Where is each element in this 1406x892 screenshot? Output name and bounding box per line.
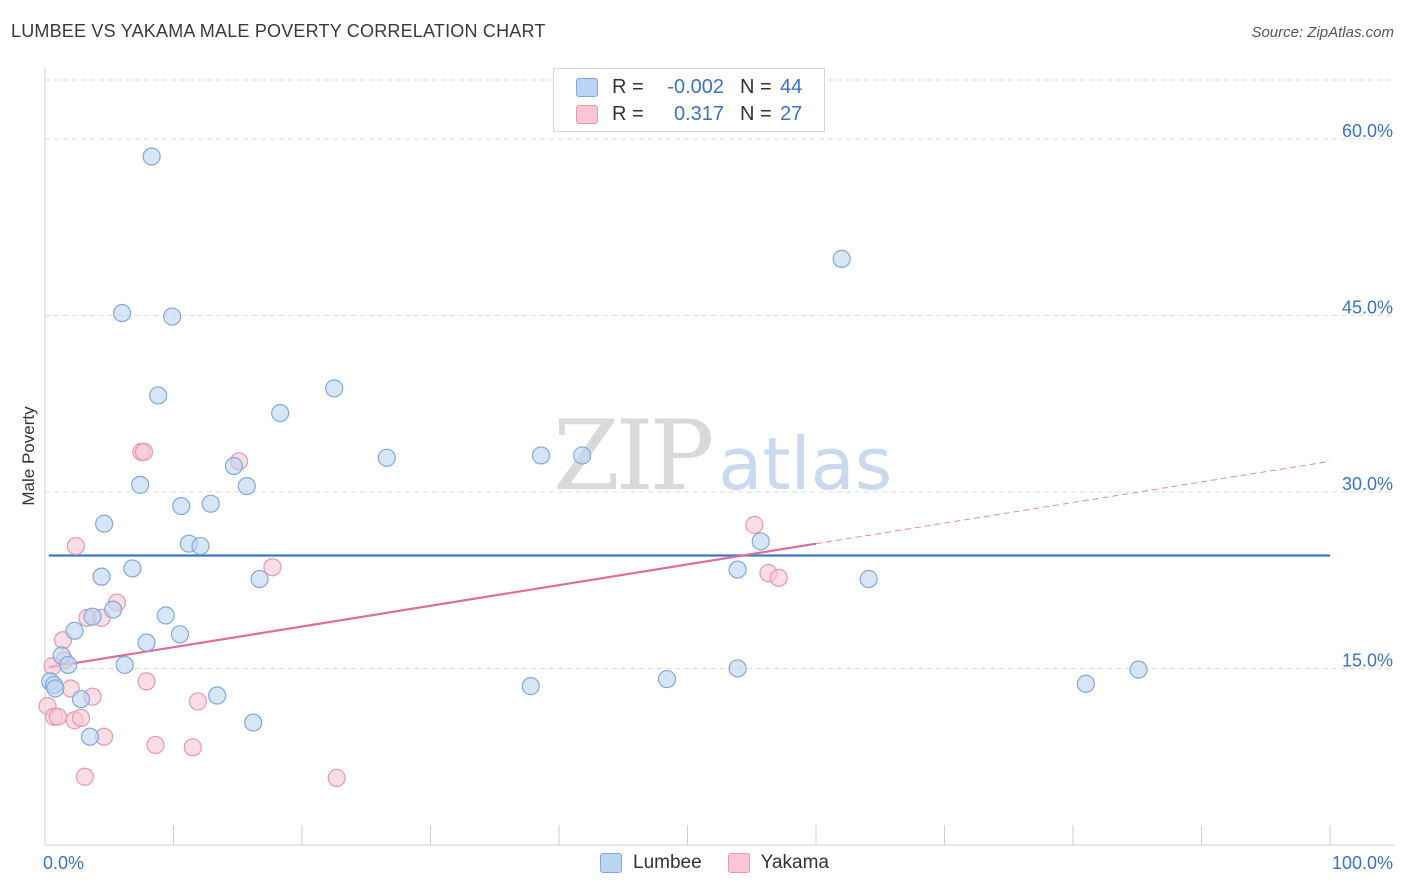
x-tick-label: 0.0% — [43, 853, 84, 873]
y-tick-label: 15.0% — [1342, 650, 1393, 670]
lumbee-point — [115, 655, 134, 675]
yakama-trend-line — [48, 542, 817, 669]
n-label: N = — [740, 75, 772, 98]
legend-item-yakama[interactable]: Yakama — [727, 852, 829, 874]
trend-lines — [48, 460, 1331, 669]
lumbee-point — [172, 496, 191, 516]
lumbee-point — [170, 625, 190, 644]
yakama-point — [183, 738, 202, 757]
y-axis-label: Male Poverty — [19, 406, 38, 506]
lumbee-point — [130, 475, 150, 494]
yakama-point — [769, 568, 788, 587]
tick-labels: 15.0% 30.0% 45.0% 60.0% 0.0% 100.0% — [43, 121, 1393, 873]
lumbee-point — [92, 567, 111, 586]
y-tick-label: 30.0% — [1342, 474, 1393, 494]
lumbee-point — [832, 249, 851, 268]
lumbee-point — [46, 679, 65, 698]
data-points — [38, 147, 1148, 788]
lumbee-point — [156, 606, 175, 625]
yakama-point — [146, 735, 165, 755]
r-label: R = — [612, 102, 644, 125]
lumbee-point — [250, 569, 269, 589]
lumbee-point — [1076, 674, 1095, 693]
lumbee-point — [123, 559, 142, 578]
yakama-point — [71, 708, 91, 727]
lumbee-point — [244, 713, 263, 732]
lumbee-point — [95, 514, 114, 533]
yakama-point — [188, 692, 208, 711]
lumbee-point — [573, 446, 592, 465]
n-label: N = — [740, 102, 772, 125]
source-label: Source: ZipAtlas.com — [1251, 24, 1394, 41]
lumbee-point — [237, 476, 256, 496]
r-value: -0.002 — [667, 75, 724, 98]
yakama-trend-extension — [815, 460, 1331, 545]
yakama-point — [48, 707, 67, 726]
lumbee-point — [377, 448, 396, 467]
yakama-point — [66, 536, 85, 556]
lumbee-point — [728, 659, 747, 678]
lumbee-point — [531, 446, 551, 465]
lumbee-point — [1129, 660, 1148, 679]
lumbee-point — [859, 569, 878, 589]
yakama-point — [75, 767, 94, 786]
lumbee-point — [80, 727, 100, 746]
lumbee-point — [208, 686, 227, 705]
lumbee-point — [751, 532, 770, 551]
yakama-point — [134, 442, 154, 462]
lumbee-point — [163, 307, 182, 326]
lumbee-point — [83, 607, 102, 626]
lumbee-point — [65, 621, 84, 640]
lumbee-point — [521, 677, 540, 696]
legend-label-lumbee: Lumbee — [633, 852, 702, 873]
chart-title: LUMBEE VS YAKAMA MALE POVERTY CORRELATIO… — [11, 21, 546, 41]
r-label: R = — [612, 75, 644, 98]
lumbee-point — [191, 536, 210, 556]
lumbee-legend-swatch — [600, 853, 622, 873]
yakama-point — [327, 768, 346, 788]
yakama-point — [137, 672, 156, 691]
lumbee-point — [137, 633, 156, 652]
legend-label-yakama: Yakama — [760, 852, 829, 873]
lumbee-point — [224, 456, 243, 476]
grid-lines — [45, 79, 1395, 669]
lumbee-point — [657, 669, 677, 689]
yakama-legend-swatch — [727, 853, 750, 873]
lumbee-point — [112, 303, 132, 323]
x-tick-label: 100.0% — [1332, 853, 1393, 873]
stats-legend: R = -0.002 N = 44 R = 0.317 N = 27 — [553, 68, 825, 132]
lumbee-point — [201, 494, 220, 513]
n-value: 44 — [780, 75, 803, 98]
lumbee-swatch — [576, 77, 598, 97]
r-value: 0.317 — [673, 102, 724, 125]
lumbee-point — [104, 600, 123, 619]
yakama-point — [263, 558, 282, 577]
lumbee-point — [325, 379, 344, 398]
lumbee-point — [59, 655, 78, 675]
legend-item-lumbee[interactable]: Lumbee — [600, 852, 702, 874]
stats-row-lumbee: R = -0.002 N = 44 — [576, 74, 802, 100]
yakama-point — [745, 515, 764, 534]
lumbee-point — [271, 403, 290, 423]
lumbee-point — [728, 560, 747, 579]
series-legend: Lumbee Yakama — [600, 852, 855, 874]
y-tick-label: 60.0% — [1342, 121, 1393, 141]
lumbee-point — [148, 386, 168, 405]
lumbee-point — [71, 689, 91, 709]
stats-row-yakama: R = 0.317 N = 27 — [576, 101, 802, 127]
y-tick-label: 45.0% — [1342, 297, 1393, 317]
n-value: 27 — [780, 102, 803, 125]
yakama-swatch — [576, 104, 598, 124]
lumbee-point — [142, 147, 161, 166]
